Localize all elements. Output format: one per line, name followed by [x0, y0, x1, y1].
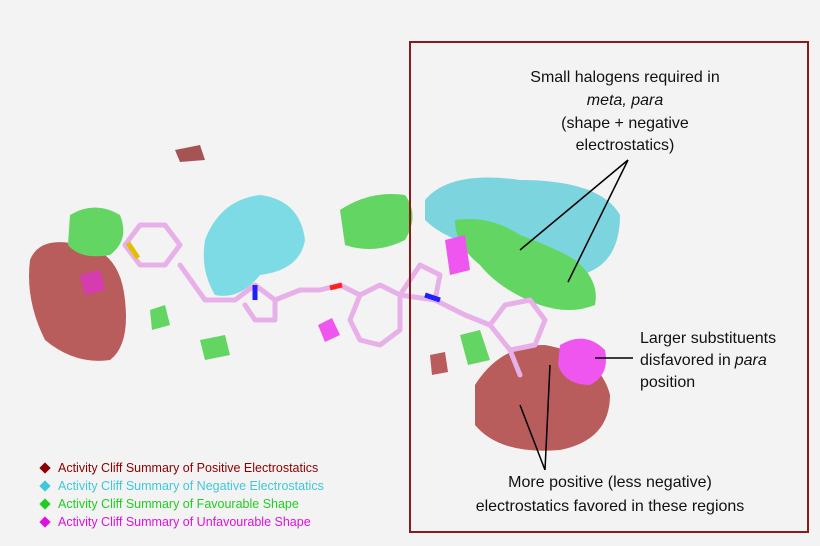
annotation-line: Larger substituents [640, 330, 776, 347]
bond [272, 282, 403, 348]
legend-label: Activity Cliff Summary of Favourable Sha… [58, 497, 299, 511]
arrow [567, 159, 629, 283]
arrows [519, 159, 633, 471]
shape-blob [460, 330, 490, 365]
annotation-line: disfavored in para [640, 352, 767, 369]
unfavourable-blob [80, 270, 105, 295]
annotation-line: position [640, 374, 695, 391]
shape-blob [200, 335, 230, 360]
legend-label: Activity Cliff Summary of Negative Elect… [58, 479, 324, 493]
annotation-line: Small halogens required in [530, 69, 719, 86]
legend: Activity Cliff Summary of Positive Elect… [39, 461, 324, 529]
annotation-line: meta, para [587, 92, 664, 109]
molecular-surfaces [29, 145, 620, 451]
shape-blob [455, 219, 596, 310]
annotation-text: disfavored in [640, 352, 731, 369]
highlight-box [409, 41, 809, 533]
positive-blob [175, 145, 205, 162]
shape-blob [340, 194, 413, 249]
unfavourable-blob [558, 338, 606, 385]
bond [177, 262, 278, 323]
molecule [122, 222, 548, 378]
bond [507, 347, 523, 378]
bond [397, 262, 443, 303]
arrow [519, 159, 629, 251]
negative-blob [425, 177, 620, 275]
arrow [519, 404, 546, 471]
annotation-line: More positive (less negative) [508, 474, 712, 491]
arrow [544, 364, 551, 471]
annotation-line: electrostatics) [576, 137, 675, 154]
shape-blob [68, 207, 124, 257]
nitrogen [424, 292, 441, 303]
annotation-text: para [734, 352, 767, 369]
unfavourable-blob [318, 318, 340, 342]
legend-label: Activity Cliff Summary of Unfavourable S… [58, 515, 311, 529]
legend-label: Activity Cliff Summary of Positive Elect… [58, 461, 318, 475]
unfavourable-blob [445, 235, 470, 275]
positive-blob [430, 352, 448, 375]
bond [432, 297, 548, 353]
shape-blob [150, 305, 170, 330]
bond [122, 222, 183, 268]
positive-blob [29, 242, 126, 361]
negative-blob [203, 195, 305, 296]
annotation-line: electrostatics favored in these regions [476, 498, 745, 515]
oxygen [329, 282, 343, 291]
sulfur [125, 241, 141, 260]
annotation-line: (shape + negative [561, 115, 689, 132]
